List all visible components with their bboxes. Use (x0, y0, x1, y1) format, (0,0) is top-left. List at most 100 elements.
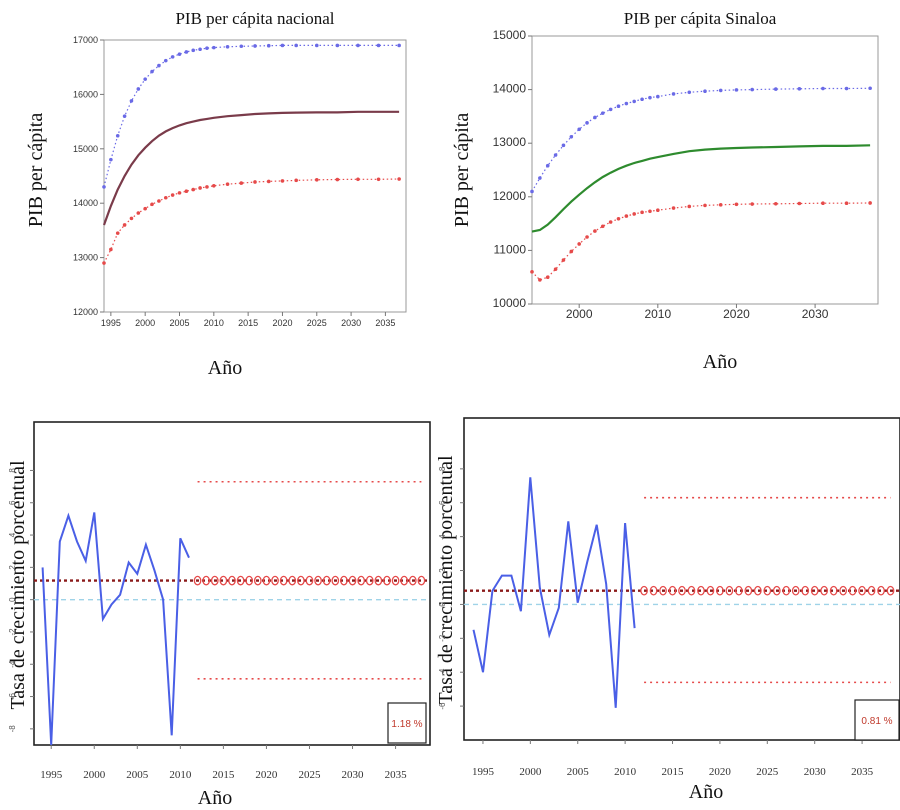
tasa-sinaloa-forecast-point (886, 585, 895, 596)
nacional-point-lower (335, 177, 340, 182)
nacional-point-upper (294, 43, 298, 48)
sinaloa-point-lower (530, 270, 534, 274)
sinaloa-point-upper (616, 104, 621, 109)
tasa-nacional-forecast-point (262, 575, 271, 586)
sinaloa-point-lower (538, 278, 542, 282)
tasa-nacional-forecast-point (383, 575, 391, 586)
rate-badge-sinaloa: 0.81 % (861, 716, 892, 727)
tasa-sinaloa-x-tick-label: 2025 (756, 766, 779, 778)
nacional-point-upper (115, 133, 120, 138)
sinaloa-point-lower (608, 220, 613, 224)
tasa-sinaloa-forecast-point (791, 585, 800, 596)
tasa-nacional-forecast-point (322, 575, 331, 586)
nacional-series-central (102, 110, 400, 226)
nacional-x-tick-label: 1995 (101, 318, 121, 328)
nacional-point-lower (184, 189, 189, 194)
nacional-point-upper (280, 43, 285, 48)
plot-frame-tasa-sinaloa (463, 417, 900, 741)
sinaloa-point-lower (868, 201, 872, 205)
nacional-x-tick-label: 2010 (204, 318, 224, 328)
nacional-point-lower (129, 216, 134, 221)
sinaloa-point-lower (632, 212, 637, 216)
nacional-point-upper (335, 43, 340, 48)
sinaloa-point-lower (750, 202, 754, 206)
y-axis-label-sinaloa: PIB per cápita (451, 113, 473, 228)
nacional-y-tick-label: 16000 (73, 89, 98, 99)
nacional-y-tick-label: 14000 (73, 198, 98, 208)
nacional-point-lower (109, 247, 113, 252)
nacional-series-lower (103, 178, 400, 264)
nacional-series-upper (103, 44, 400, 188)
sinaloa-point-lower (844, 201, 849, 206)
tasa-nacional-x-tick-label: 2000 (83, 769, 106, 781)
sinaloa-point-lower (569, 249, 574, 254)
tasa-sinaloa-forecast-point (668, 585, 677, 596)
nacional-y-tick-label: 12000 (73, 307, 98, 317)
sinaloa-point-upper (530, 189, 534, 194)
tasa-sinaloa-forecast-point (735, 585, 743, 596)
tasa-sinaloa-x-tick-label: 2035 (851, 766, 874, 778)
sinaloa-point-upper (608, 107, 613, 112)
nacional-point-lower (115, 231, 120, 235)
tasa-sinaloa-forecast-point (810, 585, 819, 596)
tasa-sinaloa-forecast-point (858, 585, 866, 596)
sinaloa-point-upper (538, 176, 542, 180)
sinaloa-point-upper (750, 87, 754, 92)
nacional-point-upper (163, 58, 168, 63)
nacional-point-upper (136, 87, 141, 91)
sinaloa-point-upper (648, 95, 652, 100)
sinaloa-point-lower (600, 224, 605, 229)
nacional-point-upper (157, 63, 161, 68)
sinaloa-point-upper (577, 127, 581, 132)
tasa-sinaloa-forecast-point (772, 585, 781, 596)
tasa-nacional-y-tick-label: 0 (8, 597, 17, 602)
sinaloa-point-upper (553, 153, 558, 157)
nacional-point-upper (397, 43, 401, 48)
sinaloa-point-lower (734, 202, 739, 207)
sinaloa-point-upper (632, 99, 637, 104)
sinaloa-point-upper (545, 163, 550, 168)
x-axis-label-tasa-sinaloa: Año (689, 781, 723, 803)
sinaloa-y-tick-label: 13000 (493, 135, 527, 149)
nacional-point-lower (397, 177, 401, 181)
rate-badge-box-nacional (387, 702, 427, 744)
sinaloa-point-lower (703, 203, 707, 208)
nacional-point-lower (198, 186, 202, 190)
tasa-sinaloa-y-tick-label: 8 (438, 466, 447, 471)
nacional-point-lower (212, 183, 216, 188)
tasa-nacional-forecast-point (305, 575, 314, 586)
nacional-point-upper (225, 45, 230, 49)
sinaloa-point-upper (703, 89, 707, 94)
x-axis-label-sinaloa: Año (703, 351, 737, 373)
sinaloa-point-upper (734, 88, 739, 92)
tasa-nacional-forecast-point (400, 575, 409, 586)
nacional-point-lower (266, 179, 271, 184)
tasa-nacional-x-tick-label: 2010 (169, 769, 192, 781)
sinaloa-point-upper (656, 94, 660, 99)
tasa-sinaloa-y-tick-label: 6 (438, 500, 447, 505)
rate-badge-nacional: 1.18 % (391, 719, 422, 730)
tasa-sinaloa-y-tick-label: -4 (438, 668, 447, 676)
sinaloa-point-upper (585, 121, 589, 125)
rate-badge-box-sinaloa (854, 699, 900, 741)
tasa-nacional-y-tick-label: 6 (8, 500, 17, 505)
sinaloa-point-lower (797, 201, 802, 206)
nacional-point-lower (376, 177, 381, 182)
sinaloa-point-upper (868, 86, 872, 91)
nacional-point-lower (163, 195, 168, 200)
sinaloa-point-upper (773, 87, 778, 91)
nacional-point-upper (212, 45, 216, 50)
nacional-point-lower (294, 178, 298, 183)
tasa-sinaloa-y-tick-label: 0 (438, 602, 447, 607)
sinaloa-series-lower (531, 202, 871, 281)
nacional-point-upper (198, 47, 202, 52)
nacional-point-lower (356, 177, 360, 182)
tasa-nacional-x-tick-label: 2025 (298, 769, 321, 781)
x-axis-label-nacional: Año (208, 357, 242, 379)
tasa-nacional-forecast-point (271, 575, 279, 586)
nacional-point-lower (205, 185, 209, 189)
tasa-sinaloa-forecast-point (640, 585, 648, 596)
tasa-nacional-y-tick-label: 8 (8, 468, 17, 473)
tasa-sinaloa-forecast-point (867, 585, 876, 596)
